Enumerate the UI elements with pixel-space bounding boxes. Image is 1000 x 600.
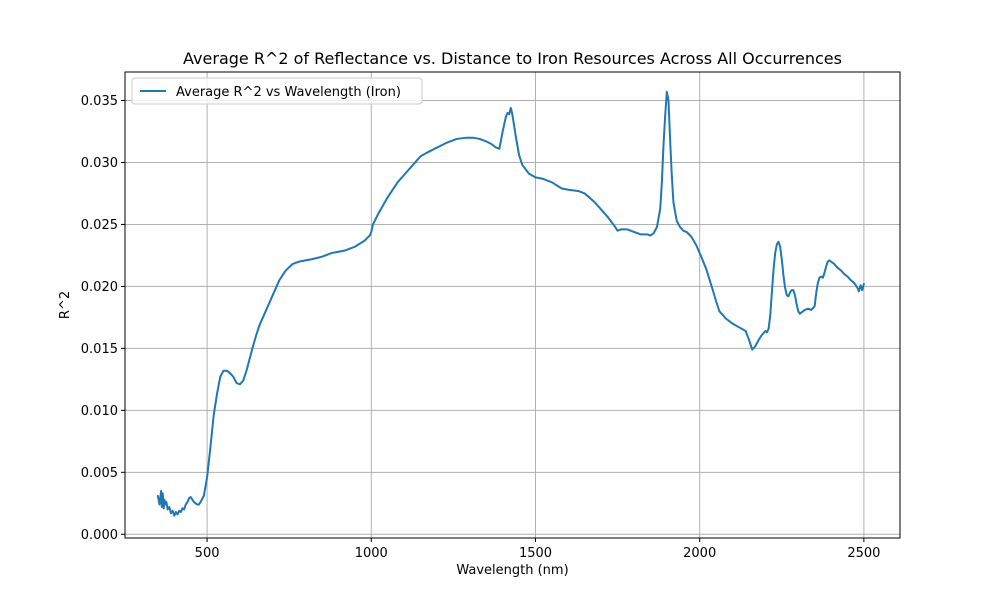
y-axis-ticks: 0.000 0.005 0.010 0.015 0.020 0.025 0.030 0.035 bbox=[81, 94, 125, 543]
y-axis-title: R^2 bbox=[58, 291, 73, 319]
x-tick-label: 1500 bbox=[519, 546, 552, 561]
x-tick-label: 2000 bbox=[683, 546, 716, 561]
y-tick-label: 0.005 bbox=[81, 466, 118, 481]
legend-label: Average R^2 vs Wavelength (Iron) bbox=[176, 85, 401, 100]
x-axis-title: Wavelength (nm) bbox=[456, 563, 568, 578]
legend-box bbox=[131, 77, 423, 105]
x-tick-label: 1000 bbox=[355, 546, 388, 561]
x-tick-label: 2500 bbox=[847, 546, 880, 561]
y-tick-label: 0.015 bbox=[81, 342, 118, 357]
x-axis-ticks: 500 1000 1500 2000 2500 bbox=[195, 538, 880, 561]
y-tick-label: 0.000 bbox=[81, 528, 118, 543]
y-tick-label: 0.035 bbox=[81, 94, 118, 109]
series-line bbox=[156, 90, 865, 517]
y-tick-label: 0.010 bbox=[81, 404, 118, 419]
y-tick-label: 0.030 bbox=[81, 156, 118, 171]
legend: Average R^2 vs Wavelength (Iron) bbox=[131, 77, 423, 105]
y-tick-label: 0.020 bbox=[81, 280, 118, 295]
grid-lines bbox=[125, 72, 900, 538]
plot-frame bbox=[124, 71, 901, 539]
chart-title: Average R^2 of Reflectance vs. Distance … bbox=[183, 49, 842, 68]
y-tick-label: 0.025 bbox=[81, 218, 118, 233]
x-tick-label: 500 bbox=[195, 546, 220, 561]
